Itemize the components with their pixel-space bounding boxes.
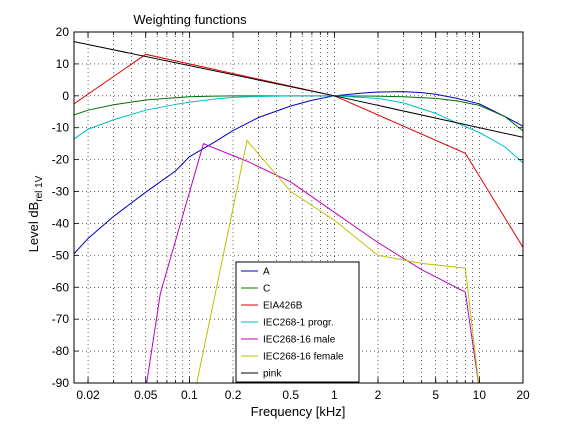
y-axis-label: Level dBrel 1V — [26, 175, 45, 252]
y-tick-label: 20 — [56, 25, 70, 39]
y-tick-label: -60 — [52, 280, 70, 294]
x-tick-label: 20 — [516, 388, 530, 402]
y-tick-label: -80 — [52, 344, 70, 358]
y-tick-labels: 20 10 0 -10 -20 -30 -40 -50 -60 -70 -80 -90 — [52, 25, 70, 390]
series-line-0 — [74, 91, 523, 255]
legend-label: IEC268-16 female — [263, 352, 344, 363]
x-tick-label: 5 — [432, 388, 439, 402]
legend-entries: AC EIA426B IEC268-1 progr. IEC268-16 male IE… — [241, 267, 344, 380]
series-line-5 — [196, 139, 480, 383]
series-line-4 — [146, 143, 479, 383]
x-tick-label: 0.05 — [134, 388, 158, 402]
y-tick-label: -50 — [52, 248, 70, 262]
legend-label: C — [263, 284, 270, 295]
x-tick-label: 0.02 — [76, 388, 100, 402]
y-tick-label: -40 — [52, 216, 70, 230]
legend-label: IEC268-16 male — [263, 335, 336, 346]
legend-label: IEC268-1 progr. — [263, 318, 334, 329]
x-tick-label: 2 — [375, 388, 382, 402]
x-tick-label: 10 — [473, 388, 487, 402]
x-tick-label: 0.2 — [225, 388, 242, 402]
y-tick-label: -90 — [52, 376, 70, 390]
x-tick-label: 0.1 — [181, 388, 198, 402]
legend-label: A — [263, 267, 270, 278]
y-tick-label: -30 — [52, 185, 70, 199]
y-tick-label: 10 — [56, 57, 70, 71]
y-tick-label: -10 — [52, 121, 70, 135]
y-tick-label: -70 — [52, 312, 70, 326]
y-axis-label-subscript: rel 1V — [34, 175, 45, 201]
y-tick-label: -20 — [52, 153, 70, 167]
x-tick-label: 0.5 — [282, 388, 299, 402]
series-line-6 — [74, 41, 523, 138]
y-tick-label: 0 — [62, 89, 69, 103]
x-tick-labels: 0.02 0.05 0.1 0.2 0.5 1 2 5 10 20 — [76, 388, 530, 402]
plot-frame — [73, 31, 524, 384]
x-tick-label: 1 — [331, 388, 338, 402]
series-line-3 — [74, 95, 523, 164]
legend-label: pink — [263, 369, 282, 380]
x-axis-label: Frequency [kHz] — [251, 404, 346, 419]
legend: AC EIA426B IEC268-1 progr. IEC268-16 male IE… — [235, 261, 360, 383]
y-axis-label-main: Level dB — [26, 202, 41, 253]
legend-label: EIA426B — [263, 301, 303, 312]
series-lines — [74, 41, 523, 383]
chart-title: Weighting functions — [133, 12, 247, 27]
